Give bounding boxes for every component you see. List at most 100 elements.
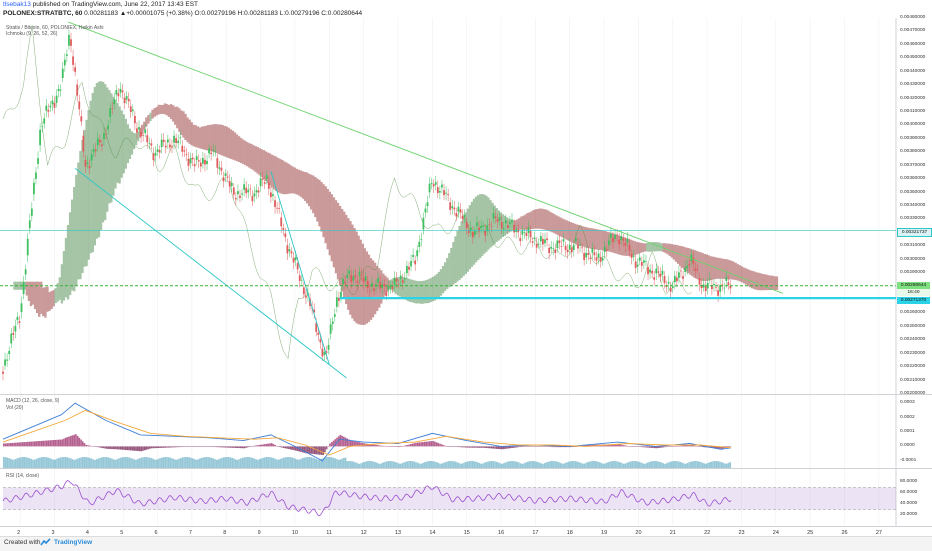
- macd-histogram-bar: [648, 446, 651, 448]
- volume-bar: [136, 458, 139, 468]
- publish-line: tlsebak13 published on TradingView.com, …: [3, 1, 198, 9]
- macd-histogram-bar: [44, 440, 46, 447]
- volume-bar: [537, 461, 539, 468]
- cloud-segment-bullish: [75, 174, 78, 286]
- volume-bar: [525, 462, 527, 468]
- volume-bar: [367, 461, 369, 468]
- volume-bar: [624, 463, 627, 468]
- candle-body: [640, 262, 643, 266]
- volume-bar: [112, 459, 115, 468]
- candle-body: [138, 126, 140, 130]
- macd-histogram-bar: [282, 446, 285, 448]
- cloud-segment-bearish: [221, 124, 224, 156]
- macd-histogram-bar: [59, 439, 62, 447]
- macd-histogram-bar: [435, 442, 438, 447]
- volume-bar: [408, 461, 410, 468]
- cloud-segment-bearish: [46, 286, 49, 312]
- volume-bar: [592, 461, 594, 468]
- volume-bar: [325, 457, 328, 468]
- cloud-segment-bearish: [635, 241, 639, 255]
- candle-body: [482, 226, 485, 228]
- volume-bar: [415, 462, 417, 468]
- volume-bar: [42, 457, 45, 468]
- candle-body: [636, 264, 639, 267]
- price-tick-label: 0.00480000: [900, 15, 926, 20]
- volume-bar: [513, 461, 515, 468]
- rsi-label[interactable]: RSI (14, close): [6, 473, 40, 479]
- candle-body: [92, 149, 95, 153]
- candle-body: [2, 371, 4, 374]
- cloud-segment-bullish: [149, 112, 152, 122]
- volume-bar: [159, 458, 161, 468]
- cloud-segment-bearish: [386, 277, 389, 292]
- macd-histogram-bar: [451, 446, 453, 447]
- candle-body: [154, 152, 157, 156]
- volume-bar: [39, 457, 41, 468]
- macd-histogram-bar: [214, 446, 216, 448]
- volume-bar: [724, 463, 726, 468]
- cloud-segment-bearish: [25, 281, 29, 296]
- volume-bar: [547, 461, 549, 468]
- candle-body: [204, 159, 206, 165]
- cloud-segment-bearish: [299, 170, 303, 197]
- volume-bar: [370, 461, 373, 468]
- candle-body: [278, 208, 281, 209]
- macd-histogram-bar: [195, 446, 197, 447]
- volume-bar: [502, 463, 505, 468]
- candle-body: [164, 145, 167, 148]
- cloud-segment-bearish: [250, 143, 253, 169]
- volume-bar: [277, 459, 280, 468]
- macd-histogram-bar: [171, 446, 173, 448]
- candle-body: [535, 243, 538, 248]
- candle-body: [80, 116, 83, 122]
- vol-label[interactable]: Vol (20): [6, 405, 24, 411]
- cloud-segment-bearish: [361, 243, 364, 325]
- volume-bar: [49, 458, 51, 468]
- cloud-segment-bearish: [312, 175, 315, 214]
- candle-body: [548, 247, 551, 254]
- ichimoku-label[interactable]: Ichmoku (9, 26, 52, 26): [6, 31, 58, 37]
- macd-label[interactable]: MACD (12, 26, close, 9): [6, 398, 60, 404]
- cloud-segment-bearish: [213, 124, 216, 153]
- candle-body: [406, 265, 408, 274]
- candle-body: [166, 139, 169, 143]
- macd-histogram-bar: [683, 445, 685, 447]
- cloud-segment-bearish: [586, 227, 589, 248]
- cloud-segment-bearish: [518, 218, 521, 230]
- volume-bar: [212, 458, 215, 468]
- volume-bar: [265, 457, 268, 468]
- cloud-segment-bearish: [326, 188, 329, 250]
- volume-bar: [617, 461, 620, 468]
- macd-histogram-bar: [99, 446, 101, 448]
- volume-bar: [313, 458, 316, 468]
- cloud-segment-bearish: [720, 258, 723, 279]
- macd-histogram-bar: [212, 446, 215, 447]
- macd-histogram-bar: [487, 446, 489, 449]
- macd-histogram-bar: [123, 446, 125, 450]
- candle-body: [426, 202, 429, 207]
- candle-body: [53, 102, 56, 108]
- candle-body: [292, 257, 295, 263]
- volume-bar: [410, 461, 412, 468]
- volume-bar: [372, 461, 374, 468]
- candle-body: [177, 140, 180, 144]
- macd-histogram-bar: [542, 446, 544, 447]
- macd-histogram-bar: [63, 438, 65, 447]
- volume-bar: [300, 458, 302, 468]
- time-tick-label: 22: [704, 530, 711, 536]
- author-link[interactable]: tlsebak13: [3, 1, 31, 8]
- candle-body: [216, 158, 219, 168]
- tradingview-brand[interactable]: TradingView: [54, 539, 93, 546]
- cloud-segment-bearish: [755, 272, 758, 290]
- volume-bar: [504, 462, 507, 468]
- volume-bar: [530, 461, 532, 468]
- cloud-segment-bullish: [648, 242, 651, 252]
- cloud-segment-bullish: [91, 92, 94, 253]
- candle-body: [463, 214, 466, 217]
- candle-body: [381, 284, 384, 288]
- volume-bar: [160, 457, 163, 468]
- candle-body: [57, 88, 60, 92]
- candle-body: [717, 290, 719, 296]
- candle-body: [484, 230, 487, 236]
